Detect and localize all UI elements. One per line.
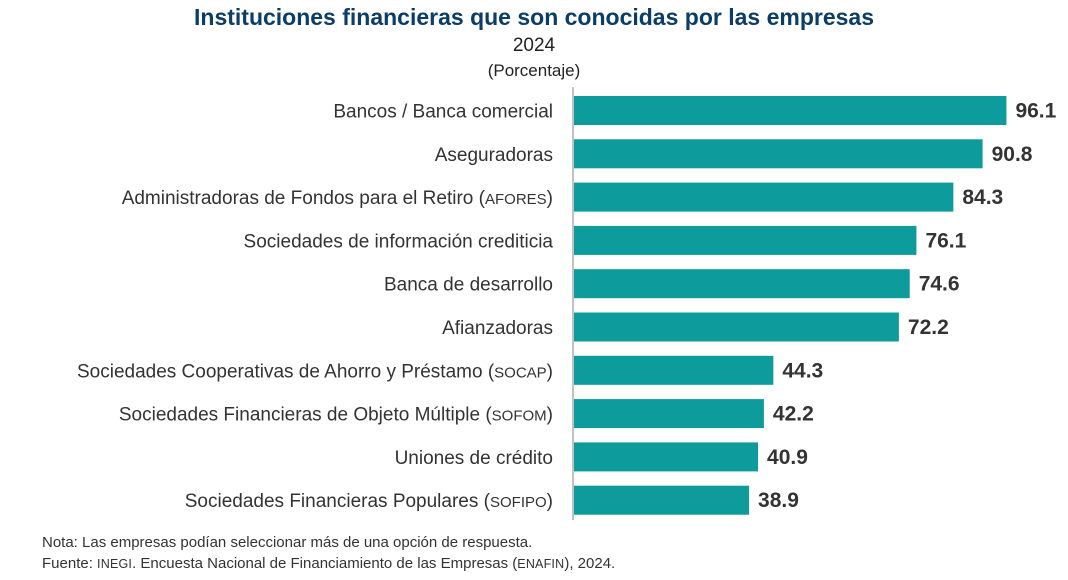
- category-label: Sociedades Financieras Populares (SOFIPO…: [185, 491, 553, 512]
- bar: [574, 225, 917, 255]
- source-mid: . Encuesta Nacional de Financiamiento de…: [132, 555, 518, 572]
- category-label: Afianzadoras: [442, 318, 553, 339]
- data-label: 96.1: [1015, 100, 1056, 123]
- bar: [574, 139, 983, 169]
- bar: [574, 269, 910, 299]
- category-label: Sociedades Cooperativas de Ahorro y Prés…: [77, 361, 553, 382]
- chart-units: (Porcentaje): [487, 61, 581, 80]
- category-label: Aseguradoras: [435, 145, 553, 166]
- bar: [574, 399, 764, 429]
- data-label: 42.2: [773, 403, 814, 426]
- category-label: Banca de desarrollo: [384, 275, 553, 296]
- data-label: 90.8: [992, 143, 1033, 166]
- bar-chart: 96.1 Bancos / Banca comercial 90.8 Asegurad…: [77, 87, 1057, 520]
- bar: [574, 355, 774, 385]
- category-label: Bancos / Banca comercial: [333, 102, 553, 123]
- data-label: 38.9: [758, 489, 799, 512]
- source-org: INEGI: [97, 557, 133, 571]
- source-prefix: Fuente:: [42, 555, 98, 572]
- data-label: 76.1: [925, 229, 966, 252]
- bar: [574, 485, 750, 515]
- category-label: Uniones de crédito: [395, 448, 553, 469]
- data-label: 74.6: [919, 273, 960, 296]
- bar: [574, 182, 954, 212]
- data-label: 44.3: [782, 359, 823, 382]
- chart-year: 2024: [512, 35, 556, 56]
- source-end: ), 2024.: [564, 555, 616, 572]
- source-survey: ENAFIN: [517, 557, 565, 571]
- data-label: 40.9: [767, 446, 808, 469]
- category-label: Administradoras de Fondos para el Retiro…: [122, 188, 553, 209]
- data-label: 84.3: [962, 186, 1003, 209]
- source-note: Fuente: INEGI. Encuesta Nacional de Fina…: [42, 555, 615, 572]
- chart-title: Instituciones financieras que son conoci…: [194, 4, 874, 30]
- category-label: Sociedades Financieras de Objeto Múltipl…: [119, 405, 553, 426]
- footnote: Nota: Las empresas podían seleccionar má…: [42, 534, 533, 551]
- category-label: Sociedades de información crediticia: [244, 231, 554, 252]
- data-label: 72.2: [908, 316, 949, 339]
- bar: [574, 96, 1007, 125]
- bar: [574, 312, 899, 342]
- bar: [574, 442, 759, 472]
